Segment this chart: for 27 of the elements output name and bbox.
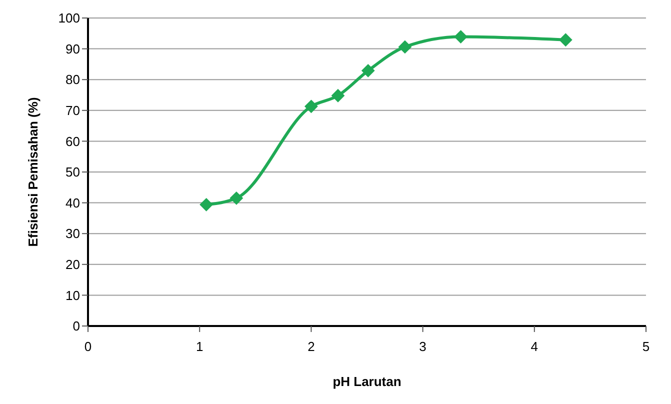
x-axis-title: pH Larutan <box>332 374 402 389</box>
y-tick-label: 30 <box>66 226 80 242</box>
point <box>331 89 344 102</box>
point <box>230 192 243 205</box>
point <box>200 198 213 212</box>
point <box>304 100 318 113</box>
y-tick-label: 90 <box>66 41 80 56</box>
x-tick-label: 3 <box>419 339 426 354</box>
y-tick-label: 60 <box>66 134 80 149</box>
x-tick-label: 5 <box>642 339 650 354</box>
y-tick-label: 70 <box>66 103 80 118</box>
y-tick-label: 40 <box>66 195 80 210</box>
x-tick-label: 2 <box>308 339 315 354</box>
point <box>362 64 375 78</box>
y-axis-title: Efisiensi Pemisahan (%) <box>26 97 41 247</box>
y-tick-label: 0 <box>72 318 80 334</box>
y-tick-label: 50 <box>66 164 80 180</box>
x-tick-label: 1 <box>196 339 204 354</box>
point <box>559 33 572 46</box>
y-tick-label: 80 <box>66 72 80 88</box>
y-tick-label: 10 <box>66 288 80 303</box>
point <box>398 40 412 54</box>
y-tick-label: 100 <box>58 10 80 26</box>
x-tick-label: 4 <box>530 339 538 354</box>
point <box>454 30 468 44</box>
y-tick-label: 20 <box>66 257 80 272</box>
x-tick-label: 0 <box>84 339 92 354</box>
